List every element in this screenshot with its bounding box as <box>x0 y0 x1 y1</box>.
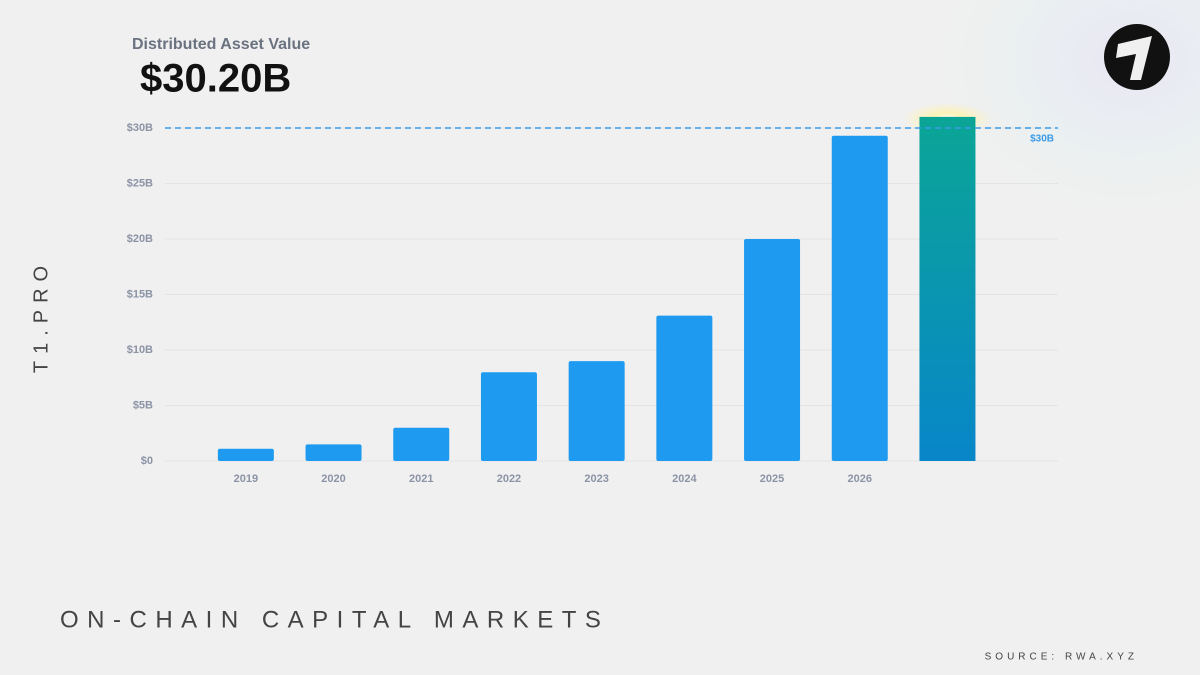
bar <box>480 372 537 461</box>
y-tick-label: $0 <box>141 455 153 467</box>
footer: ON-CHAIN CAPITAL MARKETS <box>60 606 609 633</box>
subtitle: Distributed Asset Value <box>132 36 310 53</box>
x-tick-label: 2019 <box>234 473 258 485</box>
y-tick-label: $5B <box>133 399 153 411</box>
y-tick-label: $20B <box>127 233 153 245</box>
bar <box>393 427 450 461</box>
title: $30.20B <box>140 57 291 101</box>
bar <box>656 315 713 461</box>
logo <box>1104 24 1170 90</box>
x-tick-label: 2021 <box>409 473 433 485</box>
source: SOURCE: RWA.XYZ <box>985 652 1138 663</box>
y-tick-label: $10B <box>127 344 153 356</box>
x-tick-label: 2025 <box>760 473 784 485</box>
y-tick-label: $25B <box>127 177 153 189</box>
y-tick-label: $15B <box>127 288 153 300</box>
x-tick-label: 2026 <box>848 473 872 485</box>
bar <box>217 448 274 461</box>
bar <box>744 239 801 461</box>
bar <box>305 444 362 461</box>
reference-label: $30B <box>1030 134 1054 145</box>
x-tick-label: 2022 <box>497 473 521 485</box>
x-tick-label: 2024 <box>672 473 697 485</box>
bar <box>831 135 888 461</box>
brand: T1.PRO <box>30 259 52 373</box>
x-tick-label: 2023 <box>584 473 608 485</box>
bar <box>568 361 625 461</box>
x-tick-label: 2020 <box>321 473 345 485</box>
y-tick-label: $30B <box>127 122 153 134</box>
logo-mark <box>1116 36 1152 80</box>
bar <box>919 116 976 462</box>
